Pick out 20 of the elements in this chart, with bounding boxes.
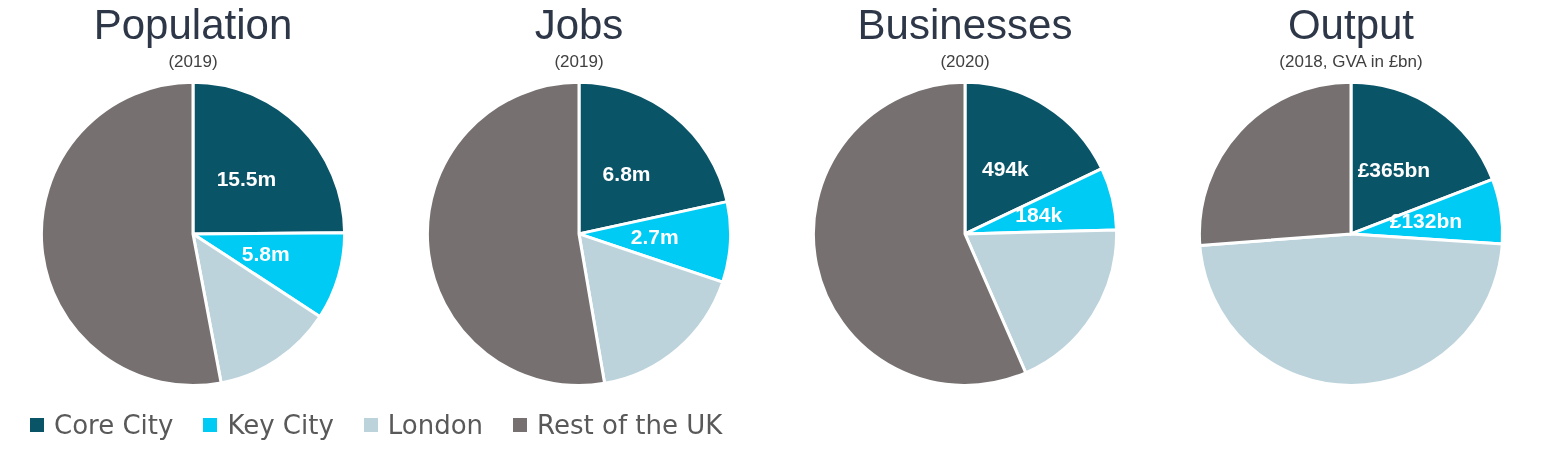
chart-title: Population <box>93 0 293 48</box>
chart-title: Output <box>1287 0 1415 48</box>
chart-subtitle: (2019) <box>168 52 218 72</box>
chart-title: Businesses <box>857 0 1073 48</box>
legend-label: Rest of the UK <box>537 410 723 440</box>
data-label: 494k <box>982 156 1030 180</box>
legend-label: London <box>387 410 484 440</box>
chart-title: Jobs <box>534 0 624 48</box>
legend-label: Key City <box>227 410 334 440</box>
data-label: 5.8m <box>241 242 290 265</box>
chart-subtitle: (2020) <box>940 52 990 72</box>
data-label: 184k <box>1015 202 1063 226</box>
data-label: 6.8m <box>602 161 651 185</box>
chart-subtitle: (2018, GVA in £bn) <box>1279 52 1423 72</box>
data-label: £365bn <box>1357 158 1431 182</box>
data-label: £132bn <box>1389 209 1463 233</box>
chart-subtitle: (2019) <box>554 52 604 72</box>
data-label: 15.5m <box>216 166 277 190</box>
legend-label: Core City <box>54 410 174 440</box>
data-label: 2.7m <box>630 224 679 248</box>
